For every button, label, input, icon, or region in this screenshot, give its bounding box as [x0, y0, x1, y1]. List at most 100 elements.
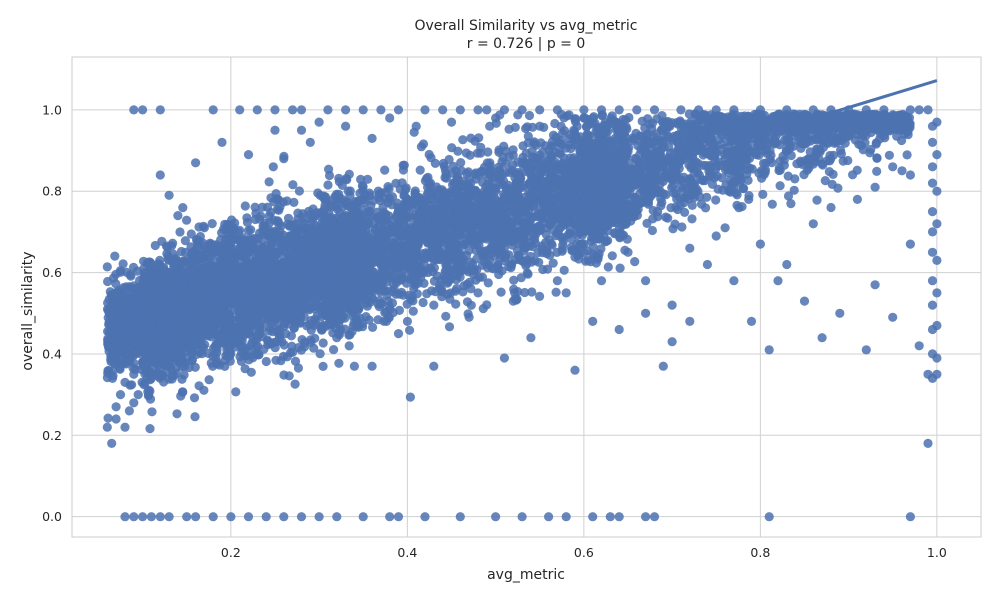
- data-point: [177, 374, 187, 384]
- data-point: [181, 289, 191, 299]
- data-point: [282, 313, 292, 323]
- data-point: [197, 330, 207, 340]
- data-point: [272, 285, 282, 295]
- data-point: [155, 255, 165, 265]
- data-point: [151, 370, 161, 380]
- data-point: [251, 320, 261, 330]
- data-point: [227, 253, 237, 263]
- data-point: [345, 330, 355, 340]
- data-point: [284, 371, 294, 381]
- data-point: [159, 262, 169, 273]
- data-point: [205, 319, 215, 329]
- data-point: [102, 373, 112, 383]
- data-point: [201, 257, 211, 267]
- data-point: [284, 303, 294, 313]
- data-point: [358, 182, 368, 192]
- data-point: [191, 249, 201, 259]
- data-point: [126, 271, 136, 281]
- data-point: [211, 353, 221, 363]
- data-point: [159, 377, 169, 387]
- data-point: [334, 358, 344, 368]
- data-point: [166, 352, 176, 362]
- data-point: [143, 289, 153, 299]
- data-point: [187, 328, 197, 338]
- data-point: [261, 356, 271, 367]
- data-point: [110, 314, 120, 324]
- data-point: [214, 260, 224, 270]
- data-point: [189, 335, 199, 345]
- data-point: [165, 360, 175, 370]
- data-point: [227, 215, 237, 225]
- data-point: [300, 219, 310, 229]
- data-point: [334, 193, 344, 203]
- data-point: [217, 280, 227, 290]
- data-point: [285, 348, 296, 358]
- data-point: [273, 247, 283, 258]
- data-point: [286, 261, 296, 271]
- data-point: [237, 348, 247, 358]
- data-point: [415, 165, 425, 175]
- data-point: [250, 214, 260, 225]
- data-point: [209, 302, 219, 312]
- data-point: [195, 305, 205, 316]
- data-point: [315, 349, 325, 359]
- data-point: [258, 235, 268, 245]
- data-point: [180, 325, 190, 335]
- data-point: [175, 227, 185, 237]
- data-point: [263, 304, 273, 314]
- data-point: [264, 211, 274, 221]
- data-point: [264, 177, 274, 187]
- data-point: [157, 287, 167, 297]
- data-point: [242, 217, 252, 227]
- data-point: [228, 323, 238, 333]
- data-point: [175, 266, 185, 276]
- data-point: [194, 270, 204, 280]
- data-point: [244, 301, 254, 311]
- data-point: [145, 308, 155, 318]
- chart-title: Overall Similarity vs avg_metric: [415, 18, 638, 34]
- data-point: [231, 387, 241, 397]
- data-point: [147, 407, 157, 417]
- data-point: [269, 316, 279, 326]
- data-point: [196, 341, 206, 351]
- data-point: [182, 215, 192, 225]
- data-point: [141, 344, 151, 354]
- data-point: [228, 299, 238, 309]
- data-point: [317, 312, 327, 322]
- data-point: [174, 356, 184, 366]
- data-point: [257, 247, 267, 257]
- data-point: [163, 335, 173, 345]
- data-point: [110, 251, 120, 261]
- data-point: [246, 341, 256, 351]
- data-point: [244, 279, 254, 289]
- data-point: [270, 343, 280, 353]
- data-point: [155, 319, 165, 329]
- data-point: [239, 251, 249, 261]
- data-point: [418, 297, 428, 308]
- data-point: [165, 324, 175, 334]
- data-point: [104, 366, 114, 376]
- data-point: [289, 197, 299, 207]
- data-point: [300, 303, 310, 314]
- data-point: [150, 240, 160, 251]
- data-point: [368, 322, 378, 332]
- data-point: [139, 304, 149, 314]
- data-point: [199, 385, 209, 395]
- data-point: [124, 315, 134, 325]
- data-point: [108, 273, 119, 283]
- data-point: [145, 424, 155, 434]
- data-point: [268, 267, 278, 277]
- data-point: [228, 223, 238, 233]
- data-point: [213, 246, 223, 256]
- data-point: [288, 180, 298, 190]
- data-point: [244, 271, 254, 281]
- data-point: [139, 282, 149, 292]
- data-point: [146, 357, 156, 367]
- data-point: [190, 412, 200, 422]
- data-point: [154, 360, 164, 370]
- data-point: [402, 299, 412, 309]
- data-point: [235, 321, 245, 331]
- data-point: [249, 350, 259, 360]
- data-point: [173, 285, 183, 295]
